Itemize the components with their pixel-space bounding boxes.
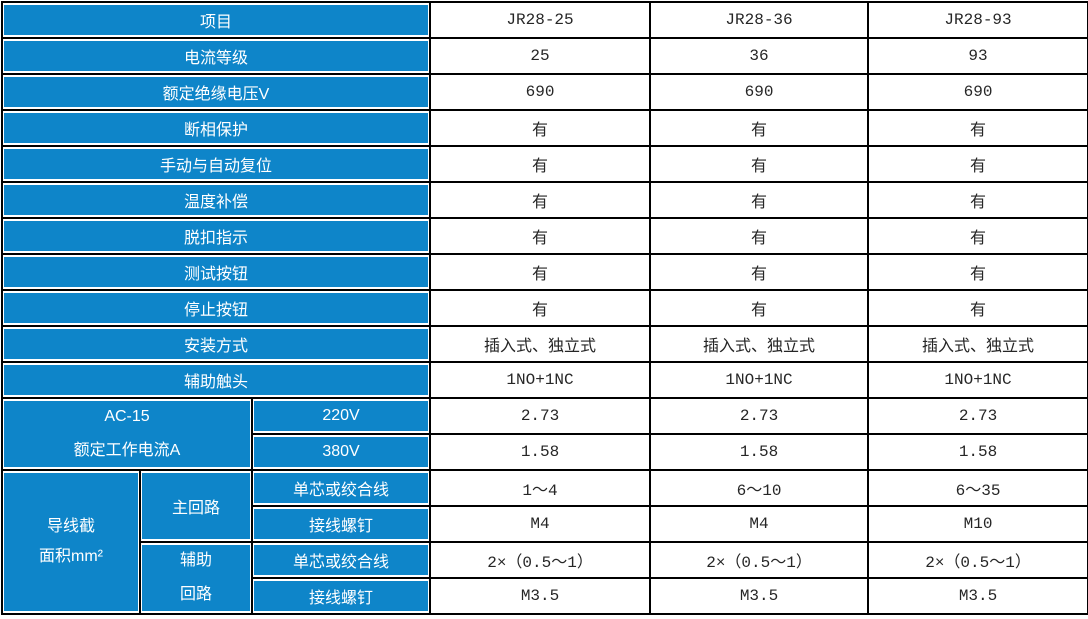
table-row: 手动与自动复位 有 有 有	[0, 145, 1088, 183]
value-cell: 690	[867, 73, 1088, 111]
sub-label-cell: 接线螺钉	[250, 505, 432, 543]
row-label-cell: 安装方式	[0, 325, 432, 363]
group-label-cell: 导线截 面积mm²	[1, 469, 141, 615]
value-cell: 6～35	[867, 469, 1088, 507]
value-cell: 25	[429, 37, 652, 75]
value-cell: 有	[649, 217, 870, 255]
value-cell: 有	[429, 289, 652, 327]
row-label-cell: 手动与自动复位	[0, 145, 432, 183]
table-row: 测试按钮 有 有 有	[0, 253, 1088, 291]
value-cell: 有	[649, 181, 870, 219]
row-label-cell: 停止按钮	[0, 289, 432, 327]
table-row: 电流等级 25 36 93	[0, 37, 1088, 75]
value-cell: M3.5	[649, 577, 870, 615]
sub-label-cell: 接线螺钉	[250, 577, 432, 615]
row-label-cell: 电流等级	[0, 37, 432, 75]
value-cell: 6～10	[649, 469, 870, 507]
table-row: 导线截 面积mm² 主回路 单芯或绞合线 1～4 6～10 6～35	[1, 469, 1088, 615]
table-row: 辅助 回路 单芯或绞合线 2×（0.5～1） 2×（0.5～1） 2×（0.5～…	[2, 541, 1088, 615]
value-cell: M10	[867, 505, 1088, 543]
value-cell: 有	[429, 217, 652, 255]
value-cell: 690	[429, 73, 652, 111]
value-cell: 2.73	[429, 397, 652, 435]
row-label-cell: 辅助触头	[0, 361, 432, 399]
table-row: 脱扣指示 有 有 有	[0, 217, 1088, 255]
value-cell: 有	[429, 253, 652, 291]
model-header-cell: JR28-36	[649, 1, 870, 39]
corner-header-cell: 项目	[0, 1, 432, 39]
value-cell: 插入式、独立式	[867, 325, 1088, 363]
value-cell: 1～4	[429, 469, 652, 507]
row-label-cell: 温度补偿	[0, 181, 432, 219]
value-cell: 93	[867, 37, 1088, 75]
value-cell: M4	[429, 505, 652, 543]
value-cell: 插入式、独立式	[429, 325, 652, 363]
value-cell: 有	[867, 253, 1088, 291]
model-header-cell: JR28-25	[429, 1, 652, 39]
value-cell: 有	[867, 289, 1088, 327]
value-cell: 有	[429, 145, 652, 183]
value-cell: 690	[649, 73, 870, 111]
value-cell: 2.73	[867, 397, 1088, 435]
value-cell: 1.58	[649, 433, 870, 471]
value-cell: 有	[649, 289, 870, 327]
row-label-cell: 额定绝缘电压V	[0, 73, 432, 111]
model-header-cell: JR28-93	[867, 1, 1088, 39]
table-row: AC-15 额定工作电流A 220V 2.73 2.73 2.73	[1, 397, 1088, 471]
value-cell: 有	[867, 181, 1088, 219]
sub-label-cell: 220V	[250, 397, 432, 435]
value-cell: M3.5	[867, 577, 1088, 615]
group-label-cell: AC-15 额定工作电流A	[1, 397, 253, 471]
table-row: 安装方式 插入式、独立式 插入式、独立式 插入式、独立式	[0, 325, 1088, 363]
value-cell: 1NO+1NC	[429, 361, 652, 399]
table-row: 停止按钮 有 有 有	[0, 289, 1088, 327]
value-cell: 有	[429, 181, 652, 219]
table-row: 温度补偿 有 有 有	[0, 181, 1088, 219]
table-row: 断相保护 有 有 有	[0, 109, 1088, 147]
value-cell: 有	[867, 145, 1088, 183]
value-cell: 2×（0.5～1）	[867, 541, 1088, 579]
value-cell: 有	[429, 109, 652, 147]
table-row: 项目 JR28-25 JR28-36 JR28-93	[0, 1, 1088, 39]
value-cell: 插入式、独立式	[649, 325, 870, 363]
table-row: 接线螺钉 M4 M4 M10	[2, 505, 1088, 543]
value-cell: 1.58	[867, 433, 1088, 471]
value-cell: 1NO+1NC	[867, 361, 1088, 399]
value-cell: 有	[649, 145, 870, 183]
value-cell: 2×（0.5～1）	[429, 541, 652, 579]
row-label-cell: 断相保护	[0, 109, 432, 147]
value-cell: 有	[649, 253, 870, 291]
sub-label-cell: 单芯或绞合线	[250, 541, 432, 579]
value-cell: 有	[649, 109, 870, 147]
value-cell: 有	[867, 217, 1088, 255]
row-label-cell: 脱扣指示	[0, 217, 432, 255]
value-cell: M4	[649, 505, 870, 543]
value-cell: 2.73	[649, 397, 870, 435]
subgroup-label-cell: 辅助 回路	[139, 541, 253, 615]
value-cell: 2×（0.5～1）	[649, 541, 870, 579]
row-label-cell: 测试按钮	[0, 253, 432, 291]
table-row: 380V 1.58 1.58 1.58	[2, 433, 1088, 471]
value-cell: 1NO+1NC	[649, 361, 870, 399]
value-cell: 36	[649, 37, 870, 75]
table-row: 额定绝缘电压V 690 690 690	[0, 73, 1088, 111]
subgroup-label-cell: 主回路	[139, 469, 253, 543]
sub-label-cell: 380V	[250, 433, 432, 471]
table-row: 辅助触头 1NO+1NC 1NO+1NC 1NO+1NC	[0, 361, 1088, 399]
value-cell: 有	[867, 109, 1088, 147]
value-cell: 1.58	[429, 433, 652, 471]
sub-label-cell: 单芯或绞合线	[250, 469, 432, 507]
value-cell: M3.5	[429, 577, 652, 615]
table-row: 接线螺钉 M3.5 M3.5 M3.5	[2, 577, 1088, 615]
